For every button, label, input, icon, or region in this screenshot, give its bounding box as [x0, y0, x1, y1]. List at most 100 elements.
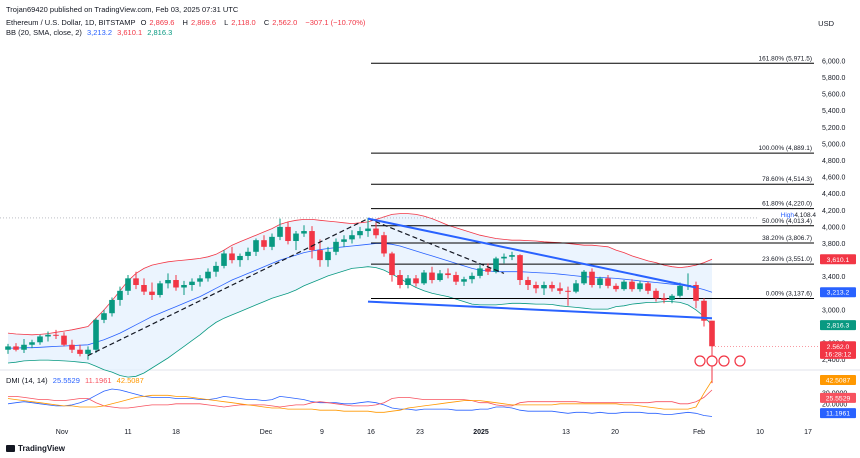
- dmi-legend[interactable]: DMI (14, 14) 25.5529 11.1961 42.5087: [6, 376, 147, 385]
- candle-body: [573, 283, 579, 292]
- candle-body: [93, 319, 99, 350]
- candle-body: [69, 344, 75, 350]
- candle-body: [485, 268, 491, 272]
- candle-body: [701, 300, 707, 321]
- bb-basis-value: 3,213.2: [86, 28, 112, 37]
- candle-body: [605, 278, 611, 286]
- x-tick-label: 9: [320, 429, 324, 436]
- y-tick-label: 4,000.0: [822, 224, 845, 231]
- candle-body: [669, 295, 675, 300]
- candle-body: [277, 226, 283, 237]
- bb-legend[interactable]: BB (20, SMA, close, 2) 3,213.2 3,610.1 2…: [6, 28, 175, 37]
- wedge-lower-trendline: [367, 300, 713, 320]
- price-badge: [820, 320, 856, 331]
- currency-label: USD: [818, 19, 834, 28]
- x-tick-label: 11: [124, 429, 131, 436]
- candle-body: [293, 233, 299, 242]
- candle-body: [157, 283, 163, 295]
- candle-body: [549, 285, 555, 289]
- candle-body: [301, 231, 307, 234]
- x-tick-label: Feb: [693, 429, 705, 436]
- candle-body: [429, 272, 435, 281]
- price-badge-value: 2,816.3: [827, 323, 850, 330]
- candle-body: [197, 278, 203, 282]
- y-tick-label: 3,400.0: [822, 274, 845, 281]
- candle-body: [253, 240, 259, 252]
- candle-body: [477, 268, 483, 276]
- fib-level-label: 78.60% (4,514.3): [762, 176, 812, 183]
- candle-body: [589, 271, 595, 285]
- price-badge: [820, 341, 856, 352]
- candle-body: [509, 255, 515, 257]
- y-tick-label: 4,400.0: [822, 191, 845, 198]
- candle-body: [45, 334, 51, 337]
- candle-body: [29, 342, 35, 345]
- adx-line: [7, 380, 713, 413]
- y-tick-label: 3,000.0: [822, 307, 845, 314]
- fib-level-label: 38.20% (3,806.7): [762, 235, 812, 242]
- dmi-badge: [820, 374, 856, 385]
- candle-body: [389, 253, 395, 276]
- x-tick-label: Nov: [56, 429, 69, 436]
- candle-body: [85, 349, 91, 354]
- price-badge-value: 2,562.0: [827, 344, 850, 351]
- dmi-badge-value: 25.5529: [826, 395, 851, 402]
- dashed-uptrend-line: [87, 218, 369, 357]
- candle-body: [677, 285, 683, 296]
- candle-body: [645, 283, 651, 291]
- candle-body: [5, 346, 11, 350]
- candle-body: [77, 349, 83, 354]
- change-value: −307.1 (−10.70%): [305, 18, 366, 27]
- candle-body: [437, 273, 443, 281]
- candle-body: [421, 272, 427, 284]
- dmi-badge-value: 42.5087: [826, 377, 851, 384]
- candle-body: [533, 285, 539, 289]
- x-tick-label: 2025: [473, 429, 489, 436]
- y-tick-label: 5,200.0: [822, 125, 845, 132]
- y-tick-label: 3,800.0: [822, 241, 845, 248]
- candle-body: [501, 256, 507, 259]
- candle-body: [285, 226, 291, 242]
- candle-body: [109, 299, 115, 314]
- fib-level-label: 100.00% (4,889.1): [759, 145, 812, 152]
- candle-body: [341, 239, 347, 242]
- candle-body: [517, 255, 523, 281]
- high-value: 4,108.4: [794, 212, 816, 219]
- dmi-y-tick-label: 20.0000: [822, 401, 847, 408]
- candle-body: [181, 285, 187, 288]
- dmi-badge: [820, 408, 856, 419]
- candle-body: [381, 235, 387, 254]
- high-label: High: [781, 212, 795, 219]
- candle-body: [453, 275, 459, 282]
- dmi-badge-value: 11.1961: [826, 411, 850, 418]
- candle-body: [117, 290, 123, 300]
- candle-body: [629, 281, 635, 290]
- bb-label: BB (20, SMA, close, 2): [6, 28, 82, 37]
- y-tick-label: 4,200.0: [822, 208, 845, 215]
- y-tick-label: 2,400.0: [822, 357, 845, 364]
- wedge-upper-trendline: [367, 217, 697, 289]
- y-tick-label: 5,400.0: [822, 108, 845, 115]
- price-badge-value: 16:28:12: [825, 351, 852, 358]
- candle-body: [565, 290, 571, 292]
- fib-level-label: 23.60% (3,551.0): [762, 256, 812, 263]
- dmi-plus-line: [7, 388, 713, 417]
- candle-body: [365, 228, 371, 232]
- candle-body: [101, 313, 107, 320]
- symbol-ohlc-row: Ethereum / U.S. Dollar, 1D, BITSTAMP O 2,…: [6, 18, 366, 27]
- tradingview-logo[interactable]: TradingView: [6, 444, 65, 453]
- candle-body: [525, 280, 531, 285]
- y-tick-label: 4,800.0: [822, 158, 845, 165]
- x-tick-label: 16: [367, 429, 375, 436]
- price-badge: [820, 287, 856, 298]
- price-badge: [820, 348, 856, 359]
- candle-body: [141, 285, 147, 292]
- fib-level-label: 50.00% (4,013.4): [762, 218, 812, 225]
- candle-body: [133, 278, 139, 285]
- price-badge-value: 3,213.2: [827, 290, 850, 297]
- candle-body: [405, 278, 411, 285]
- candle-body: [21, 344, 27, 350]
- dmi-minus-value: 11.1961: [85, 376, 112, 385]
- candle-body: [221, 253, 227, 266]
